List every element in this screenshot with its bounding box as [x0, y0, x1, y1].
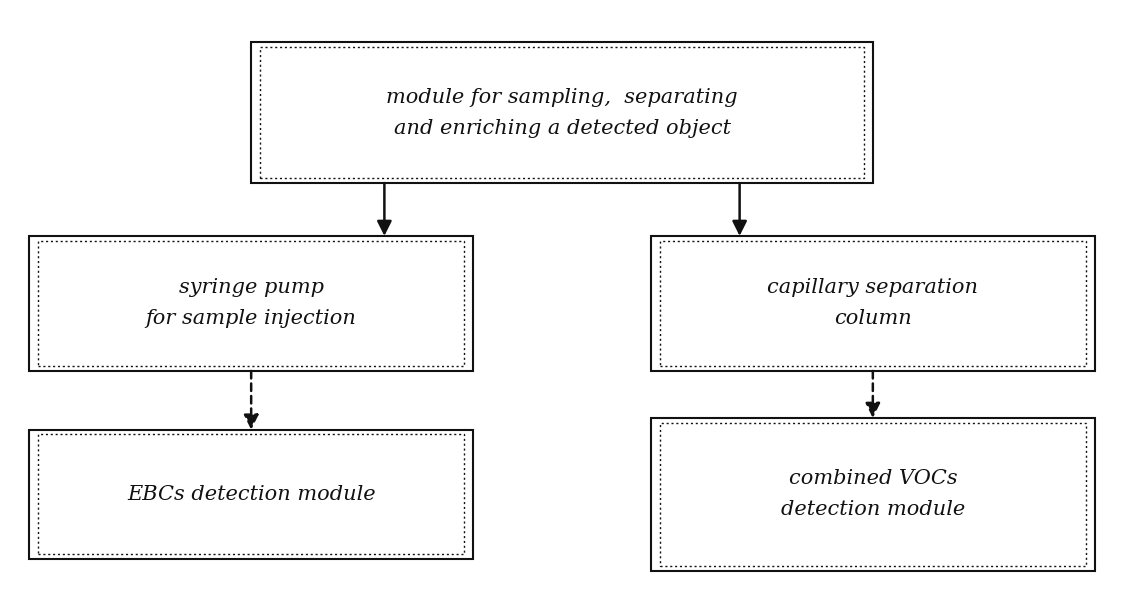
Text: combined VOCs
detection module: combined VOCs detection module	[781, 469, 966, 519]
Text: capillary separation
column: capillary separation column	[768, 278, 978, 328]
FancyBboxPatch shape	[651, 236, 1095, 371]
FancyBboxPatch shape	[29, 430, 473, 559]
Text: module for sampling,  separating
and enriching a detected object: module for sampling, separating and enri…	[387, 88, 737, 138]
Text: EBCs detection module: EBCs detection module	[127, 485, 375, 504]
FancyBboxPatch shape	[251, 42, 873, 183]
FancyBboxPatch shape	[29, 236, 473, 371]
FancyBboxPatch shape	[651, 418, 1095, 570]
Text: syringe pump
for sample injection: syringe pump for sample injection	[146, 278, 356, 328]
